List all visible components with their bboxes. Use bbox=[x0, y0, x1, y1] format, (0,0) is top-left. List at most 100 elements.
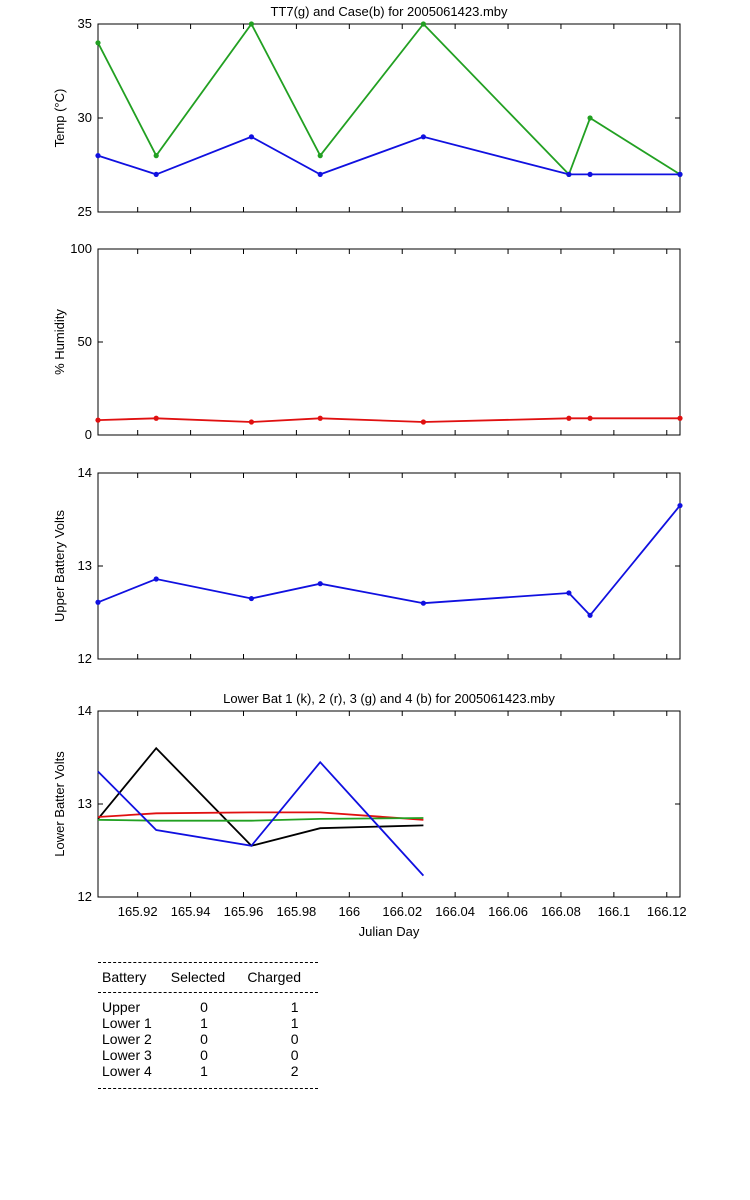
data-point bbox=[420, 419, 426, 425]
series-line bbox=[97, 22, 681, 177]
y-tick-label: 100 bbox=[70, 241, 92, 256]
data-point bbox=[95, 417, 101, 423]
data-point bbox=[566, 415, 572, 421]
cell-selected: 0 bbox=[200, 1031, 208, 1047]
y-tick-label: 35 bbox=[78, 16, 92, 31]
data-point bbox=[587, 612, 593, 618]
series-line bbox=[97, 135, 680, 176]
table-bottom-rule bbox=[98, 1088, 318, 1089]
x-axis-label: Julian Day bbox=[359, 924, 420, 939]
data-point bbox=[677, 171, 683, 177]
plot-frame bbox=[97, 248, 681, 436]
y-tick-label: 50 bbox=[78, 334, 92, 349]
x-tick-label: 166.08 bbox=[541, 904, 581, 919]
header-selected: Selected bbox=[170, 969, 226, 985]
series-line bbox=[97, 746, 424, 847]
y-axis-label: Upper Battery Volts bbox=[52, 510, 67, 622]
x-tick-label: 166.06 bbox=[488, 904, 528, 919]
data-point bbox=[95, 599, 101, 605]
cell-battery: Lower 3 bbox=[102, 1047, 152, 1063]
data-point bbox=[317, 415, 323, 421]
data-point bbox=[153, 415, 159, 421]
y-axis-label: % Humidity bbox=[52, 309, 67, 375]
chart-title: Lower Bat 1 (k), 2 (r), 3 (g) and 4 (b) … bbox=[223, 691, 555, 706]
data-point bbox=[153, 153, 159, 159]
table-row: Upper 0 1 bbox=[102, 999, 318, 1015]
data-point bbox=[248, 595, 255, 602]
y-tick-label: 12 bbox=[78, 889, 92, 904]
series-line bbox=[97, 811, 424, 821]
y-axis-label: Temp (°C) bbox=[52, 89, 67, 148]
data-point bbox=[95, 40, 101, 46]
table-row: Lower 2 0 0 bbox=[102, 1031, 318, 1047]
cell-charged: 0 bbox=[290, 1031, 299, 1047]
y-tick-label: 13 bbox=[78, 796, 92, 811]
data-point bbox=[95, 153, 101, 159]
data-point bbox=[587, 115, 593, 121]
x-tick-label: 166.04 bbox=[435, 904, 475, 919]
series-line bbox=[97, 504, 681, 617]
header-charged: Charged bbox=[247, 969, 302, 985]
data-point bbox=[317, 171, 323, 177]
header-battery: Battery bbox=[102, 969, 147, 985]
y-tick-label: 14 bbox=[78, 703, 92, 718]
cell-battery: Upper bbox=[102, 999, 141, 1015]
plot-frame bbox=[97, 472, 681, 660]
cell-charged: 2 bbox=[290, 1063, 299, 1079]
table-header: Battery Selected Charged bbox=[98, 963, 318, 992]
cell-charged: 1 bbox=[290, 1015, 299, 1031]
cell-charged: 0 bbox=[290, 1047, 299, 1063]
chart-title: TT7(g) and Case(b) for 2005061423.mby bbox=[270, 4, 508, 19]
plot-frame bbox=[97, 710, 681, 898]
data-point bbox=[566, 590, 572, 596]
cell-battery: Lower 1 bbox=[102, 1015, 152, 1031]
x-tick-label: 166.1 bbox=[598, 904, 631, 919]
x-tick-label: 166.02 bbox=[382, 904, 422, 919]
y-tick-label: 30 bbox=[78, 110, 92, 125]
x-tick-label: 165.94 bbox=[171, 904, 211, 919]
data-point bbox=[420, 21, 426, 27]
chart-panel-3: 12 13 14 Upper Battery Volts bbox=[52, 465, 683, 666]
cell-battery: Lower 2 bbox=[102, 1031, 152, 1047]
charts-canvas: 25 30 35 TT7(g) and Case(b) for 2005061423.… bbox=[52, 4, 687, 939]
data-point bbox=[566, 171, 572, 177]
data-point bbox=[677, 415, 683, 421]
data-point bbox=[317, 153, 323, 159]
data-point bbox=[317, 581, 323, 587]
battery-table: Battery Selected Charged Upper 0 1 Lower… bbox=[98, 962, 318, 1089]
y-axis-label: Lower Batter Volts bbox=[52, 751, 67, 857]
chart-panel-4: 12 13 14 Lower Bat 1 (k), 2 (r), 3 (g) and … bbox=[52, 691, 687, 939]
cell-charged: 1 bbox=[290, 999, 299, 1015]
table-row: Lower 1 1 1 bbox=[102, 1015, 318, 1031]
x-tick-label: 165.96 bbox=[224, 904, 264, 919]
plot-frame bbox=[97, 23, 681, 213]
x-tick-label: 165.98 bbox=[277, 904, 317, 919]
cell-battery: Lower 4 bbox=[102, 1063, 152, 1079]
table-mid-rule bbox=[98, 992, 318, 993]
data-point bbox=[248, 419, 255, 425]
data-point bbox=[420, 134, 426, 140]
data-point bbox=[153, 171, 159, 177]
data-point bbox=[587, 171, 593, 177]
y-tick-label: 25 bbox=[78, 204, 92, 219]
data-point bbox=[677, 502, 683, 509]
data-point bbox=[248, 134, 255, 140]
x-tick-label: 166 bbox=[338, 904, 360, 919]
series-line bbox=[97, 817, 424, 822]
table-row: Lower 3 0 0 bbox=[102, 1047, 318, 1063]
data-point bbox=[420, 600, 426, 606]
cell-selected: 0 bbox=[200, 1047, 208, 1063]
y-tick-label: 14 bbox=[78, 465, 92, 480]
series-line bbox=[97, 417, 680, 423]
cell-selected: 1 bbox=[200, 1063, 208, 1079]
x-tick-label: 166.12 bbox=[647, 904, 687, 919]
table-row: Lower 4 1 2 bbox=[102, 1063, 318, 1079]
table-top-rule bbox=[98, 962, 318, 963]
table-body: Upper 0 1 Lower 1 1 1 Lower 2 0 0 Lower … bbox=[98, 993, 318, 1088]
data-point bbox=[248, 21, 255, 27]
x-tick-label: 165.92 bbox=[118, 904, 158, 919]
cell-selected: 0 bbox=[200, 999, 208, 1015]
chart-panel-1: 25 30 35 TT7(g) and Case(b) for 2005061423.… bbox=[52, 4, 683, 219]
y-tick-label: 13 bbox=[78, 558, 92, 573]
data-point bbox=[153, 576, 159, 582]
